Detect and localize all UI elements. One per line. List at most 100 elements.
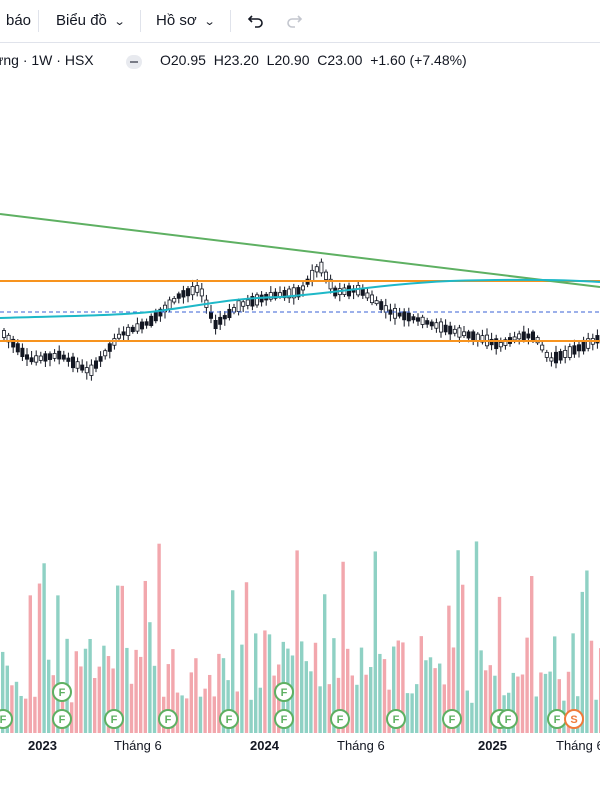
volume-bar — [254, 633, 258, 733]
volume-bar — [511, 672, 515, 733]
candle-body — [213, 320, 218, 330]
volume-bar — [571, 633, 575, 733]
candle-body — [461, 331, 466, 337]
split-event-badge[interactable]: S — [564, 709, 584, 729]
candle-body — [287, 288, 292, 299]
volume-bar — [585, 570, 589, 733]
candle-body — [438, 321, 443, 333]
candle-body — [254, 294, 259, 306]
volume-bar — [401, 642, 405, 733]
volume-bar — [520, 674, 525, 733]
candle-body — [227, 308, 232, 319]
candle-body — [34, 355, 39, 363]
volume-bar — [589, 640, 594, 733]
candle-body — [554, 351, 559, 364]
candle-body — [471, 331, 476, 341]
volume-bar — [580, 591, 584, 733]
candle-body — [15, 343, 20, 353]
volume-bar — [470, 702, 474, 733]
candle-body — [369, 294, 374, 304]
volume-bar — [442, 684, 446, 733]
financial-event-badge[interactable]: F — [442, 709, 462, 729]
financial-event-badge[interactable]: F — [158, 709, 178, 729]
redo-button[interactable] — [284, 11, 304, 31]
candle-body — [167, 299, 172, 310]
undo-button[interactable] — [246, 11, 266, 31]
financial-event-badge[interactable]: F — [330, 709, 350, 729]
candle-body — [273, 291, 278, 299]
financial-event-badge[interactable]: F — [547, 709, 567, 729]
ohlc-values: O20.95 H23.20 L20.90 C23.00 +1.60 (+7.48… — [160, 52, 467, 68]
volume-bar — [116, 585, 120, 733]
chart-menu-label: Biểu đồ — [56, 12, 107, 29]
candle-body — [75, 361, 80, 369]
candle-body — [84, 367, 89, 374]
financial-event-badge[interactable]: F — [274, 709, 294, 729]
volume-bar — [221, 658, 226, 733]
profile-menu-button[interactable]: Hồ sơ ⌄ — [156, 0, 215, 42]
candle-body — [218, 316, 223, 325]
candle-body — [544, 351, 549, 358]
volume-bar — [566, 671, 571, 733]
time-axis-label: 2025 — [478, 738, 507, 753]
candle-body — [121, 331, 126, 336]
alerts-button[interactable]: báo — [6, 12, 32, 29]
volume-bar — [346, 648, 350, 733]
candle-body — [411, 316, 416, 321]
candle-body — [577, 344, 582, 352]
financial-event-badge[interactable]: F — [274, 682, 294, 702]
undo-icon — [247, 15, 263, 28]
candle-body — [11, 338, 16, 348]
close-value: C23.00 — [317, 52, 363, 68]
candle-body — [319, 261, 324, 274]
volume-bar — [1, 651, 5, 733]
volume-bar — [93, 678, 97, 733]
candle-body — [71, 356, 76, 369]
financial-event-badge[interactable]: F — [52, 682, 72, 702]
hide-series-icon[interactable] — [126, 55, 142, 69]
volume-bar — [88, 638, 92, 733]
financial-event-badge[interactable]: F — [219, 709, 239, 729]
volume-bar — [143, 580, 147, 733]
candle-body — [392, 308, 397, 319]
candle-body — [250, 296, 255, 307]
candle-body — [135, 323, 140, 332]
candle-body — [314, 266, 319, 273]
candle-body — [379, 301, 384, 310]
symbol-title[interactable]: ưng · 1W · HSX — [0, 52, 94, 68]
svg-text:F: F — [281, 687, 288, 699]
volume-bar — [451, 647, 456, 733]
financial-event-badge[interactable]: F — [0, 709, 13, 729]
volume-bar — [474, 541, 479, 733]
candle-body — [521, 331, 526, 341]
volume-bar — [157, 543, 161, 733]
volume-bar — [106, 656, 111, 733]
financial-event-badge[interactable]: F — [104, 709, 124, 729]
volume-bar — [433, 668, 437, 733]
candle-body — [572, 345, 577, 355]
candle-body — [567, 346, 572, 358]
chart-menu-button[interactable]: Biểu đồ ⌄ — [56, 0, 125, 42]
volume-bar — [226, 680, 230, 733]
financial-event-badge[interactable]: F — [52, 709, 72, 729]
candle-body — [241, 301, 246, 307]
volume-bar — [415, 684, 419, 733]
volume-bar — [557, 679, 561, 733]
svg-text:F: F — [0, 714, 7, 726]
candle-body — [149, 315, 154, 326]
redo-icon — [287, 15, 303, 28]
candle-body — [231, 307, 236, 313]
candle-body — [452, 328, 457, 334]
svg-text:F: F — [337, 714, 344, 726]
volume-bar — [139, 656, 143, 733]
candle-body — [563, 349, 568, 358]
trend-line[interactable] — [0, 213, 600, 288]
candle-body — [24, 354, 29, 360]
price-chart[interactable]: FFFFFFFFFFFFFFS — [0, 42, 600, 734]
candle-body — [383, 305, 388, 313]
financial-event-badge[interactable]: F — [498, 709, 518, 729]
volume-bar — [79, 666, 83, 733]
financial-event-badge[interactable]: F — [386, 709, 406, 729]
candle-body — [94, 360, 99, 369]
candle-body — [130, 326, 135, 333]
